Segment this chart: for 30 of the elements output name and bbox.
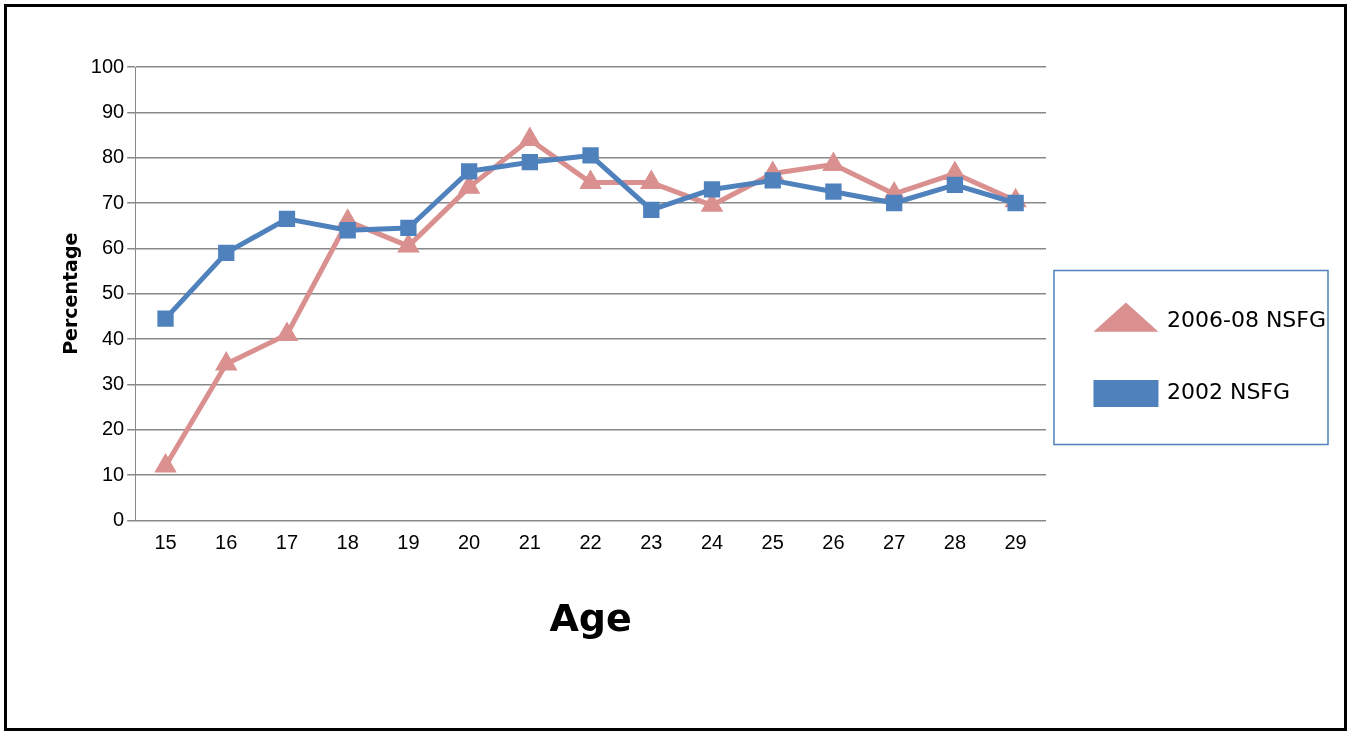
- y-tick-label: 50: [101, 281, 125, 304]
- y-tick-label: 100: [90, 54, 125, 77]
- y-tick-label: 70: [101, 190, 125, 213]
- y-tick-label: 60: [101, 235, 125, 258]
- x-tick-label: 21: [518, 530, 541, 553]
- y-tick-label: 40: [101, 326, 125, 349]
- x-tick-label: 15: [154, 530, 177, 553]
- y-tick-label: 90: [101, 99, 125, 122]
- y-tick-label: 0: [113, 507, 125, 530]
- x-tick-label: 22: [579, 530, 602, 553]
- x-tick-label: 17: [275, 530, 299, 553]
- x-tick-label: 27: [883, 530, 906, 553]
- x-tick-label: 19: [397, 530, 420, 553]
- x-tick-label: 26: [822, 530, 845, 553]
- x-tick-label: 20: [458, 530, 481, 553]
- legend-label: 2006-08 NSFG: [1166, 307, 1327, 333]
- x-tick-label: 28: [943, 530, 967, 553]
- y-axis-title: Percentage: [59, 232, 82, 355]
- x-tick-label: 23: [640, 530, 663, 553]
- x-tick-label: 29: [1004, 530, 1027, 553]
- x-tick-label: 24: [700, 530, 724, 553]
- y-tick-label: 30: [101, 371, 125, 394]
- x-tick-label: 16: [215, 530, 238, 553]
- y-tick-label: 20: [101, 417, 125, 440]
- legend-label: 2002 NSFG: [1166, 379, 1291, 405]
- x-tick-label: 18: [336, 530, 359, 553]
- x-axis-title: Age: [549, 596, 632, 641]
- y-tick-label: 10: [101, 462, 125, 485]
- y-tick-label: 80: [101, 145, 125, 168]
- x-tick-label: 25: [761, 530, 784, 553]
